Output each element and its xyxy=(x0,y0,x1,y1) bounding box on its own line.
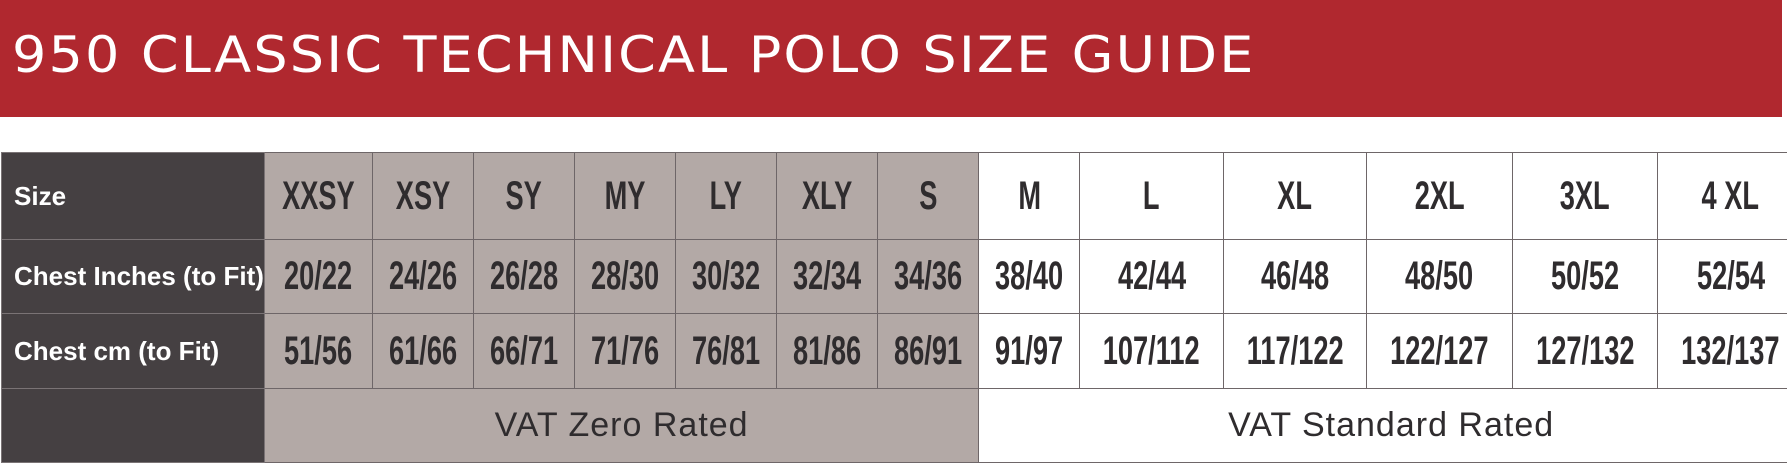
size-cell: SY xyxy=(472,152,575,240)
size-value: XXSY xyxy=(281,173,355,218)
chest-inches-value: 38/40 xyxy=(995,254,1064,298)
chest-cm-value: 61/66 xyxy=(388,328,457,373)
chest-cm-cell: 86/91 xyxy=(877,313,980,389)
chest-cm-value: 66/71 xyxy=(489,328,558,373)
chest-cm-cell: 51/56 xyxy=(263,313,373,389)
chest-inches-cell: 42/44 xyxy=(1079,239,1224,314)
size-cell: XSY xyxy=(371,152,474,240)
chest-cm-cell: 81/86 xyxy=(776,313,879,389)
chest-cm-value: 107/112 xyxy=(1103,328,1200,373)
size-value: XSY xyxy=(395,173,450,218)
size-cell: XLY xyxy=(776,152,879,240)
size-value: LY xyxy=(709,173,743,218)
size-value: 4 XL xyxy=(1701,173,1760,218)
chest-cm-cell: 76/81 xyxy=(674,313,778,389)
size-value: XLY xyxy=(801,173,853,218)
size-value: 2XL xyxy=(1414,173,1465,218)
size-cell: L xyxy=(1079,152,1224,240)
chest-cm-cell: 66/71 xyxy=(472,313,575,389)
chest-cm-value: 127/132 xyxy=(1535,328,1635,373)
chest-inches-value: 20/22 xyxy=(284,254,353,298)
chest-inches-value: 34/36 xyxy=(894,254,963,298)
row-label-size: Size xyxy=(1,152,265,240)
chest-inches-value: 48/50 xyxy=(1405,254,1474,298)
chest-cm-cell: 71/76 xyxy=(573,313,676,389)
chest-cm-value: 117/122 xyxy=(1246,328,1344,373)
chest-inches-cell: 34/36 xyxy=(877,239,980,314)
size-value: S xyxy=(919,173,938,218)
chest-inches-value: 28/30 xyxy=(590,254,659,298)
chest-inches-cell: 52/54 xyxy=(1657,239,1787,314)
chest-cm-cell: 61/66 xyxy=(371,313,474,389)
size-cell: XXSY xyxy=(263,152,373,240)
table-row-size: Size XXSY XSY SY MY LY XLY S M L XL 2XL 3XL 4 XL xyxy=(1,152,1787,240)
vat-zero-rated-label: VAT Zero Rated xyxy=(263,388,980,463)
chest-cm-cell: 122/127 xyxy=(1366,313,1513,389)
size-value: MY xyxy=(604,173,646,218)
size-value: 3XL xyxy=(1560,173,1610,218)
table-row-vat: VAT Zero Rated VAT Standard Rated xyxy=(1,388,1787,463)
chest-inches-value: 24/26 xyxy=(388,254,457,298)
title-banner: 950 CLASSIC TECHNICAL POLO SIZE GUIDE xyxy=(0,0,1782,117)
chest-inches-cell: 24/26 xyxy=(371,239,474,314)
chest-inches-value: 50/52 xyxy=(1551,254,1620,298)
chest-cm-cell: 107/112 xyxy=(1079,313,1224,389)
chest-cm-value: 122/127 xyxy=(1390,328,1489,373)
chest-inches-cell: 50/52 xyxy=(1511,239,1659,314)
chest-inches-cell: 48/50 xyxy=(1366,239,1513,314)
chest-inches-cell: 26/28 xyxy=(472,239,575,314)
chest-inches-cell: 28/30 xyxy=(573,239,676,314)
chest-cm-value: 76/81 xyxy=(691,328,761,373)
chest-inches-value: 42/44 xyxy=(1117,254,1186,298)
chest-cm-value: 132/137 xyxy=(1681,328,1780,373)
size-value: L xyxy=(1143,173,1160,218)
vat-standard-rated-label: VAT Standard Rated xyxy=(978,388,1787,463)
chest-cm-value: 81/86 xyxy=(793,328,862,373)
size-cell: S xyxy=(877,152,980,240)
chest-cm-cell: 132/137 xyxy=(1657,313,1787,389)
size-cell: M xyxy=(978,152,1081,240)
chest-inches-cell: 30/32 xyxy=(674,239,778,314)
size-cell: 3XL xyxy=(1511,152,1659,240)
chest-inches-cell: 38/40 xyxy=(978,239,1081,314)
page-title: 950 CLASSIC TECHNICAL POLO SIZE GUIDE xyxy=(12,26,1256,84)
chest-cm-value: 86/91 xyxy=(894,328,963,373)
chest-inches-value: 46/48 xyxy=(1260,254,1330,298)
row-label-chest-cm: Chest cm (to Fit) xyxy=(1,313,265,389)
size-guide-table: Size XXSY XSY SY MY LY XLY S M L XL 2XL 3XL 4 XL Chest… xyxy=(1,152,1787,463)
table-row-chest-inches: Chest Inches (to Fit) 20/22 24/26 26/28 28/3… xyxy=(1,239,1787,314)
chest-inches-value: 52/54 xyxy=(1696,254,1765,298)
table-row-chest-cm: Chest cm (to Fit) 51/56 61/66 66/71 71/76 76/… xyxy=(1,313,1787,389)
chest-inches-cell: 32/34 xyxy=(776,239,879,314)
chest-inches-value: 30/32 xyxy=(691,254,761,298)
row-label-vat xyxy=(1,388,265,463)
chest-inches-cell: 46/48 xyxy=(1222,239,1368,314)
size-cell: MY xyxy=(573,152,676,240)
size-value: XL xyxy=(1277,173,1313,218)
row-label-chest-inches: Chest Inches (to Fit) xyxy=(1,239,265,314)
size-cell: XL xyxy=(1222,152,1368,240)
chest-cm-value: 51/56 xyxy=(284,328,353,373)
chest-inches-value: 26/28 xyxy=(489,254,558,298)
chest-inches-cell: 20/22 xyxy=(263,239,373,314)
size-cell: 4 XL xyxy=(1657,152,1787,240)
chest-inches-value: 32/34 xyxy=(793,254,862,298)
chest-cm-value: 71/76 xyxy=(590,328,659,373)
size-value: SY xyxy=(505,173,542,218)
size-cell: LY xyxy=(674,152,778,240)
size-value: M xyxy=(1018,173,1041,218)
size-cell: 2XL xyxy=(1366,152,1513,240)
chest-cm-cell: 117/122 xyxy=(1222,313,1368,389)
chest-cm-cell: 127/132 xyxy=(1511,313,1659,389)
chest-cm-cell: 91/97 xyxy=(978,313,1081,389)
chest-cm-value: 91/97 xyxy=(995,328,1064,373)
